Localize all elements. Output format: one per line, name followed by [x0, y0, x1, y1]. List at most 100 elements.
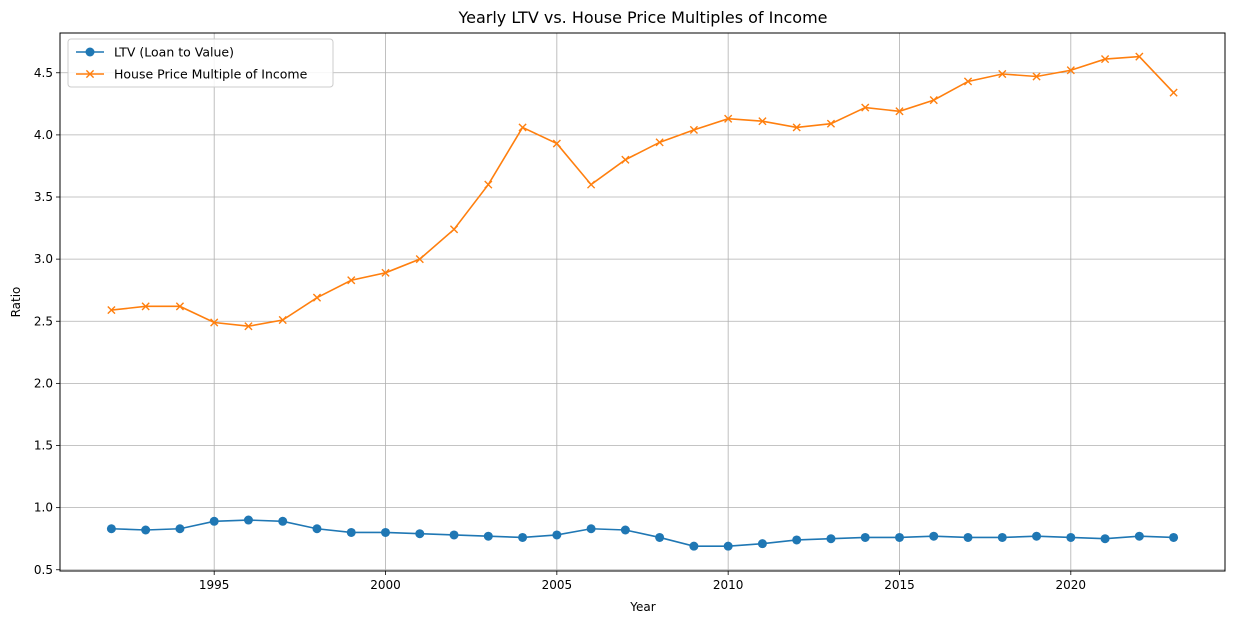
x-axis-label: Year: [629, 600, 655, 614]
data-point: [620, 525, 630, 535]
data-point: [175, 524, 185, 534]
y-tick-label: 1.0: [34, 501, 53, 515]
data-point: [209, 516, 219, 526]
data-point: [963, 532, 973, 542]
data-point: [826, 534, 836, 544]
data-point: [757, 539, 767, 549]
legend-entry-0: LTV (Loan to Value): [76, 45, 234, 60]
data-point: [724, 114, 733, 123]
data-point: [929, 531, 939, 541]
data-point: [415, 255, 424, 264]
data-point: [449, 225, 459, 234]
data-point: [347, 276, 356, 285]
data-point: [346, 527, 356, 537]
data-point: [1169, 532, 1179, 542]
data-point: [1135, 52, 1144, 61]
x-tick-label: 2015: [884, 578, 915, 592]
series-line: [111, 519, 1174, 547]
data-point: [552, 139, 561, 148]
data-point: [106, 524, 116, 534]
data-point: [381, 527, 391, 537]
legend-label: LTV (Loan to Value): [114, 45, 234, 60]
x-tick-label: 2005: [542, 578, 573, 592]
data-point: [381, 268, 390, 277]
grid: [60, 33, 1225, 571]
data-point: [826, 119, 836, 128]
data-point: [175, 302, 185, 311]
data-point: [1032, 72, 1041, 81]
data-point: [210, 318, 219, 327]
data-point: [723, 541, 733, 551]
x-tick-label: 2020: [1056, 578, 1087, 592]
data-point: [1100, 534, 1110, 544]
plot-frame: [59, 32, 1226, 572]
data-point: [1032, 531, 1042, 541]
y-tick-label: 4.0: [34, 128, 53, 142]
x-tick-label: 1995: [199, 578, 230, 592]
data-point: [85, 69, 95, 79]
y-tick-label: 3.5: [34, 190, 53, 204]
legend-box: [67, 38, 334, 88]
data-point: [860, 532, 870, 542]
data-point: [1066, 66, 1075, 75]
data-point: [1169, 88, 1178, 97]
data-point: [895, 107, 904, 116]
data-point: [792, 535, 802, 545]
series-0: [106, 515, 1179, 551]
data-point: [621, 155, 630, 164]
data-point: [587, 180, 596, 189]
y-tick-label: 0.5: [34, 563, 53, 577]
data-point: [449, 530, 459, 540]
chart-title: Yearly LTV vs. House Price Multiples of …: [457, 8, 827, 27]
data-point: [312, 293, 322, 302]
data-point: [278, 315, 287, 325]
data-point: [1134, 531, 1144, 541]
ticks: 1995 2000 2005 2010 2015 2020 0.5 1.0 1.5 2.0 2.5 3…: [34, 66, 1086, 592]
data-point: [85, 47, 95, 57]
data-point: [997, 532, 1007, 542]
data-point: [998, 69, 1007, 79]
data-point: [484, 180, 493, 189]
data-point: [1100, 54, 1110, 64]
series-layer: [106, 52, 1179, 551]
data-point: [963, 77, 973, 86]
y-tick-label: 2.5: [34, 314, 53, 328]
data-point: [243, 515, 253, 525]
data-point: [107, 305, 116, 315]
data-point: [792, 123, 801, 132]
data-point: [141, 302, 150, 311]
data-point: [518, 123, 527, 132]
data-point: [758, 117, 767, 126]
data-point: [861, 103, 870, 112]
series-line: [111, 55, 1175, 328]
data-point: [586, 524, 596, 534]
y-tick-label: 1.5: [34, 439, 53, 453]
x-tick-label: 2000: [370, 578, 401, 592]
data-point: [689, 125, 698, 135]
data-point: [141, 525, 151, 535]
data-point: [655, 138, 664, 147]
series-1: [107, 52, 1178, 331]
data-point: [312, 524, 322, 534]
y-tick-label: 2.0: [34, 376, 53, 390]
x-tick-label: 2010: [713, 578, 744, 592]
y-tick-label: 4.5: [34, 66, 53, 80]
data-point: [244, 322, 253, 331]
data-point: [415, 529, 425, 539]
data-point: [518, 532, 528, 542]
legend-label: House Price Multiple of Income: [114, 67, 308, 82]
data-point: [655, 532, 665, 542]
data-point: [1066, 532, 1076, 542]
legend-entry-1: House Price Multiple of Income: [76, 67, 308, 82]
data-point: [689, 541, 699, 551]
data-point: [894, 532, 904, 542]
data-point: [278, 516, 288, 526]
y-tick-label: 3.0: [34, 252, 53, 266]
legend: LTV (Loan to Value) House Price Multiple …: [67, 38, 334, 88]
data-point: [552, 530, 562, 540]
data-point: [929, 95, 938, 105]
data-point: [483, 531, 493, 541]
y-axis-label: Ratio: [9, 287, 23, 318]
